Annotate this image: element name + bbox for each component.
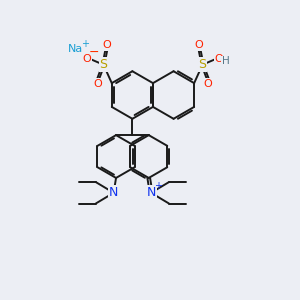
- Text: S: S: [100, 58, 107, 71]
- Text: O: O: [94, 79, 103, 89]
- Text: N: N: [109, 186, 118, 199]
- Text: Na: Na: [68, 44, 83, 54]
- Text: +: +: [154, 181, 162, 191]
- Text: S: S: [199, 58, 206, 71]
- Text: N: N: [146, 186, 156, 199]
- Text: H: H: [222, 56, 230, 66]
- Text: −: −: [89, 46, 99, 59]
- Text: O: O: [82, 54, 91, 64]
- Text: +: +: [81, 39, 89, 49]
- Text: O: O: [215, 54, 224, 64]
- Text: O: O: [194, 40, 203, 50]
- Text: O: O: [103, 40, 111, 50]
- Text: O: O: [203, 79, 212, 89]
